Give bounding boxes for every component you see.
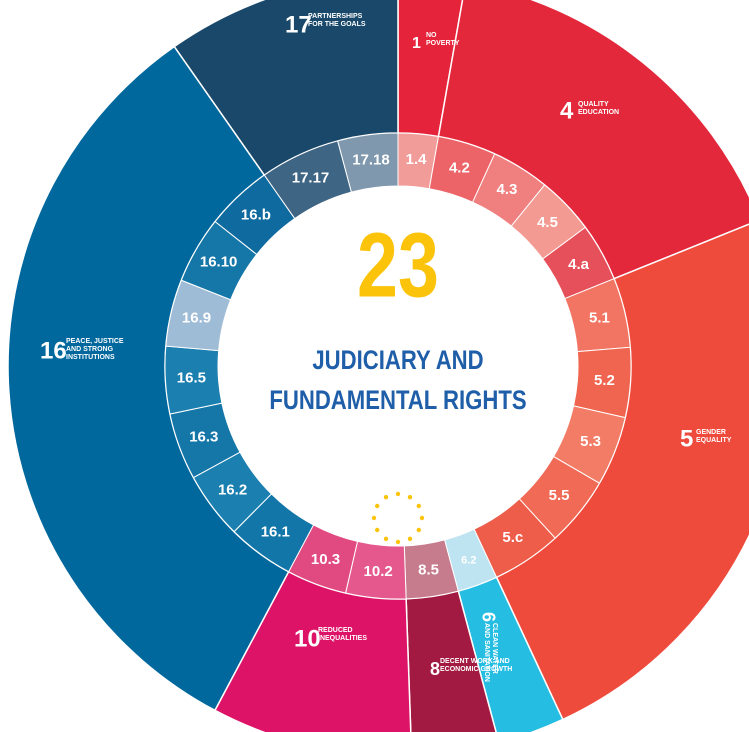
- goal-name: ECONOMIC GROWTH: [440, 666, 512, 673]
- target-label: 1.4: [406, 151, 428, 168]
- target-label: 17.18: [352, 152, 390, 169]
- target-label: 17.17: [292, 169, 330, 186]
- target-label: 5.2: [594, 372, 615, 389]
- target-label: 5.c: [502, 529, 523, 546]
- goal-name: NO: [426, 32, 437, 39]
- star: [371, 515, 377, 521]
- goal-name: CLEAN WATER: [491, 623, 498, 674]
- star: [383, 495, 389, 500]
- target-label: 4.3: [496, 181, 517, 198]
- target-label: 16.1: [261, 524, 290, 541]
- labels: 1.4 4.2 4.3 4.5 4.a 5.1 5.2 5.3 5.5 5.c 6.2 8.5 10.2…: [40, 11, 732, 682]
- rings: [7, 0, 749, 732]
- goal-name: AND SANITATION: [483, 623, 490, 682]
- star: [383, 536, 389, 541]
- goal-number: 5: [680, 425, 693, 452]
- target-label: 10.3: [311, 551, 340, 568]
- target-label: 16.9: [182, 310, 211, 327]
- goal-number: 1: [412, 35, 421, 52]
- eu-stars: [371, 491, 425, 545]
- goal-name: PARTNERSHIPS: [308, 13, 363, 20]
- goal-number: 4: [560, 97, 574, 124]
- target-label: 5.5: [549, 487, 570, 504]
- star: [416, 503, 421, 509]
- star: [407, 495, 413, 500]
- goal-name: INEQUALITIES: [318, 635, 367, 642]
- star: [375, 527, 380, 533]
- star: [375, 503, 380, 509]
- goal-name: EDUCATION: [578, 109, 619, 116]
- target-label: 16.3: [189, 429, 218, 446]
- goal-name: QUALITY: [578, 101, 609, 108]
- goal-number: 17: [285, 11, 312, 38]
- goal-name: INSTITUTIONS: [66, 354, 115, 361]
- target-label: 16.2: [218, 481, 247, 498]
- goal-name: GENDER: [696, 429, 726, 436]
- goal-name: EQUALITY: [696, 437, 732, 444]
- center-disc: [218, 186, 578, 546]
- goal-name: DECENT WORK AND: [440, 658, 510, 665]
- center-title: FUNDAMENTAL RIGHTS: [269, 386, 526, 416]
- target-label: 16.10: [200, 254, 238, 271]
- star: [407, 536, 413, 541]
- center-title: JUDICIARY AND: [312, 346, 483, 376]
- goal-name: POVERTY: [426, 40, 460, 47]
- center-number: 23: [357, 213, 439, 316]
- star: [419, 515, 425, 521]
- goal-number: 6: [478, 612, 498, 622]
- target-label: 5.3: [580, 433, 601, 450]
- goal-number: 8: [430, 659, 440, 679]
- goal-number: 16: [40, 337, 67, 364]
- target-label: 4.2: [449, 159, 470, 176]
- target-label: 8.5: [418, 562, 439, 579]
- star: [416, 527, 421, 533]
- goal-name: REDUCED: [318, 627, 353, 634]
- star: [395, 539, 401, 545]
- goal-number: 10: [294, 625, 321, 652]
- target-label: 4.a: [568, 256, 590, 273]
- target-label: 16.b: [241, 206, 271, 223]
- target-label: 4.5: [537, 214, 558, 231]
- target-label: 10.2: [364, 563, 393, 580]
- target-label: 5.1: [589, 309, 610, 326]
- target-label: 6.2: [461, 554, 476, 566]
- goal-name: PEACE, JUSTICE: [66, 338, 124, 345]
- goal-name: AND STRONG: [66, 346, 114, 353]
- target-label: 16.5: [177, 370, 206, 387]
- star: [395, 491, 401, 497]
- goal-name: FOR THE GOALS: [308, 21, 366, 28]
